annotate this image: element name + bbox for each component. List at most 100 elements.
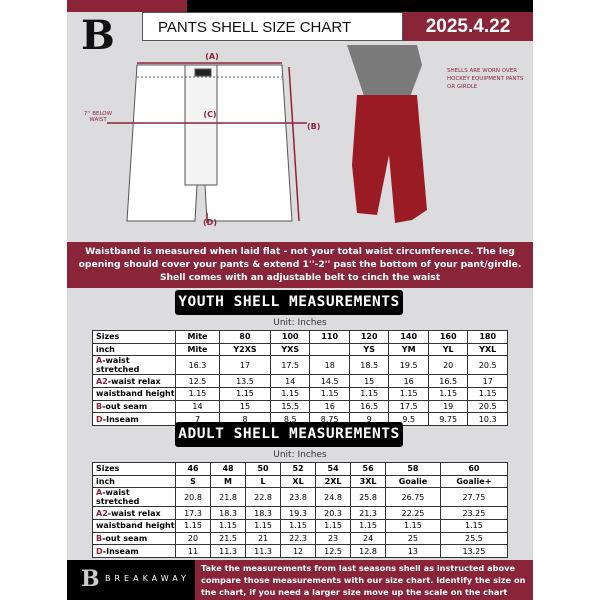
table-cell: 1.15 [174, 519, 212, 533]
chart-date: 2025.4.22 [403, 12, 533, 41]
table-cell: 21.3 [350, 506, 387, 521]
row-label-text: -out seam [102, 402, 148, 412]
table-cell: 25.5 [439, 531, 509, 546]
table-cell: 1.15 [175, 387, 220, 401]
label-c: (C) [203, 110, 216, 119]
table-cell: Mite [175, 342, 220, 357]
row-label-text: Sizes [96, 332, 120, 342]
table-cell: 14 [175, 399, 220, 414]
table-cell [309, 342, 350, 357]
table-cell: 16.5 [427, 374, 469, 389]
table-cell: 12 [280, 544, 317, 559]
table-cell: 20.8 [174, 487, 212, 508]
row-label-text: -waist stretched [96, 488, 140, 507]
table-cell: 120 [348, 330, 390, 344]
pants-photo [347, 45, 427, 223]
youth-section-title: YOUTH SHELL MEASUREMENTS [175, 290, 403, 315]
table-cell: 1.15 [427, 387, 469, 401]
table-cell: 27.75 [439, 487, 509, 508]
table-cell: 1.15 [218, 387, 271, 401]
table-cell: 20 [174, 531, 212, 546]
table-cell: 52 [280, 462, 317, 476]
row-label-text: -out seam [102, 534, 148, 544]
row-label-prefix: A [96, 356, 103, 366]
table-cell: 22.3 [280, 531, 317, 546]
row-label-text: inch [96, 477, 115, 487]
table-cell: 58 [385, 462, 441, 476]
table-cell: 17.5 [388, 399, 429, 414]
table-cell: 13.25 [439, 544, 509, 559]
footer-brand: B BREAKAWAY [67, 560, 195, 600]
row-label-text: -Inseam [102, 414, 139, 424]
table-cell: Goalie+ [439, 474, 509, 489]
row-label: inch [92, 474, 176, 489]
table-cell: 12.8 [350, 544, 387, 559]
label-d: (D) [203, 218, 217, 227]
row-label: inch [92, 342, 176, 357]
table-cell: 160 [427, 330, 469, 344]
table-cell: 17 [467, 374, 508, 389]
table-row: Sizes 46 48 50 52 54 56 58 60 [92, 462, 509, 476]
table-row: A-waist stretched 16.3 17 17.5 18 18.5 19.5 20 2… [92, 355, 508, 376]
table-cell: 14.5 [309, 374, 350, 389]
table-cell: M [210, 474, 247, 489]
adult-section-title: ADULT SHELL MEASUREMENTS [175, 422, 403, 447]
table-cell: Y2XS [218, 342, 271, 357]
table-cell: YXL [467, 342, 508, 357]
row-label: B-out seam [92, 399, 176, 414]
table-row: inch Mite Y2XS YXS YS YM YL YXL [92, 342, 508, 357]
table-cell: 2XL [315, 474, 352, 489]
table-cell: 16 [309, 399, 350, 414]
table-cell: 16 [388, 374, 429, 389]
table-cell: 25 [385, 531, 441, 546]
pants-outline [126, 64, 293, 222]
table-cell: 16.5 [348, 399, 390, 414]
row-label-text: -waist relax [107, 376, 161, 386]
adult-table: Sizes 46 48 50 52 54 56 58 60 inch S M L XL 2XL 3XL Goal… [92, 462, 509, 559]
table-cell: 22.8 [245, 487, 282, 508]
row-label-text: -waist relax [107, 508, 161, 518]
table-cell: 16.3 [175, 355, 220, 376]
table-cell: Goalie [385, 474, 441, 489]
table-cell: 17.5 [269, 355, 311, 376]
pants-diagram: (A) (C) (B) (D) 7'' BELOW WAIST SHELLS A… [84, 45, 523, 227]
table-cell: 1.15 [385, 519, 441, 533]
brand-logo: B [81, 12, 115, 59]
table-cell: 19.5 [388, 355, 429, 376]
row-label: A2-waist relax [92, 374, 176, 389]
table-cell: 1.15 [245, 519, 282, 533]
table-cell: 56 [350, 462, 387, 476]
table-cell: 18.3 [210, 506, 247, 521]
row-label: A-waist stretched [92, 355, 176, 376]
row-label: B-out seam [92, 531, 176, 546]
youth-unit: Unit: Inches [273, 318, 327, 328]
row-label-prefix: B [96, 534, 103, 544]
adult-unit: Unit: Inches [273, 450, 327, 460]
table-cell: 1.15 [269, 387, 311, 401]
table-cell: 20.3 [315, 506, 352, 521]
table-cell: 50 [245, 462, 282, 476]
table-cell: 17.3 [174, 506, 212, 521]
table-cell: 15 [348, 374, 390, 389]
table-row: B-out seam 14 15 15.5 16 16.5 17.5 19 20.5 [92, 399, 508, 414]
table-cell: 13 [385, 544, 441, 559]
table-row: Sizes Mite 80 100 110 120 140 160 180 [92, 330, 508, 344]
table-cell: 19 [427, 399, 469, 414]
table-cell: 140 [388, 330, 429, 344]
row-label-text: waistband height [96, 521, 175, 531]
table-cell: 20.5 [467, 355, 508, 376]
table-cell: 17 [218, 355, 271, 376]
table-cell: 23.25 [439, 506, 509, 521]
size-chart-page: B PANTS SHELL SIZE CHART 2025.4.22 (A) (… [67, 0, 533, 600]
row-label: Sizes [92, 330, 176, 344]
row-label-prefix: A [96, 488, 103, 498]
table-cell: 9.75 [427, 412, 469, 427]
table-row: A-waist stretched 20.8 21.8 22.8 23.8 24.8 25.… [92, 487, 509, 508]
row-label: D-Inseam [92, 544, 176, 559]
table-cell: 23 [315, 531, 352, 546]
table-cell: 18.3 [245, 506, 282, 521]
row-label-prefix: D [96, 546, 103, 556]
row-label: D-Inseam [92, 412, 176, 427]
table-row: waistband height 1.15 1.15 1.15 1.15 1.15 1.15… [92, 519, 509, 533]
label-a: (A) [205, 52, 219, 61]
